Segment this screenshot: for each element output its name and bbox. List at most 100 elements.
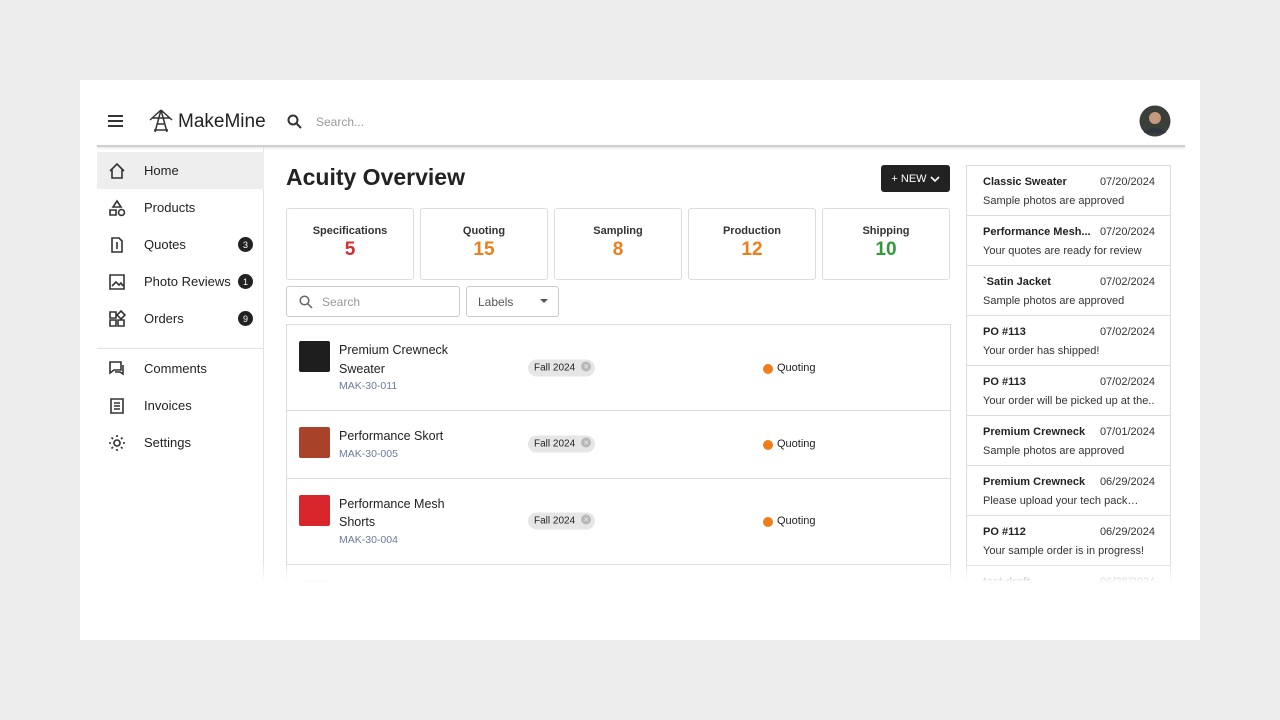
nav-badge: 9 — [238, 311, 253, 326]
notification-title: Premium Crewneck — [983, 476, 1086, 488]
avatar[interactable] — [1139, 105, 1171, 137]
product-status: Quoting — [763, 515, 816, 527]
notification[interactable]: PO #112 06/29/2024 Your sample order is in… — [967, 516, 1170, 566]
fade — [80, 562, 1200, 582]
stat-card[interactable]: Quoting 15 — [420, 208, 548, 280]
list-search-placeholder: Search — [322, 295, 361, 309]
nav-label: Products — [144, 200, 196, 215]
nav-badge: 3 — [238, 237, 253, 252]
new-button[interactable]: + NEW — [881, 165, 950, 192]
nav-label: Invoices — [144, 398, 192, 413]
page-title: Acuity Overview — [286, 164, 465, 190]
stat-value: 5 — [344, 239, 356, 260]
notification-message: Sample photos are approved — [983, 295, 1125, 307]
notification-date: 07/02/2024 — [1099, 376, 1155, 388]
notification-title: PO #113 — [983, 376, 1026, 388]
nav-divider — [97, 348, 264, 349]
product-row[interactable]: Premium Crewneck Sweater MAK-30-011 Fall 2… — [287, 325, 950, 411]
nav-item[interactable]: Photo Reviews 1 — [97, 263, 264, 300]
product-sku: MAK-30-011 — [339, 380, 398, 392]
product-row[interactable]: Performance Skort MAK-30-005 Fall 2024 Quot… — [287, 411, 950, 479]
nav-label: Orders — [144, 311, 184, 326]
nav-item[interactable]: Products — [97, 189, 264, 226]
product-row[interactable]: Performance Mesh Shorts MAK-30-004 Fall 20… — [287, 479, 950, 565]
notification-message: Your order has shipped! — [983, 345, 1100, 357]
notification-title: PO #112 — [983, 526, 1026, 538]
search-icon — [287, 114, 302, 129]
stat-card[interactable]: Specifications 5 — [286, 208, 414, 280]
stat-card[interactable]: Production 12 — [688, 208, 816, 280]
nav-item[interactable]: Settings — [97, 424, 264, 461]
nav-icon — [109, 434, 125, 451]
content: Home Products Quotes 3 Photo Reviews 1 Orders 9… — [80, 147, 1200, 582]
nav-icon — [109, 273, 125, 290]
product-tag: Fall 2024 — [528, 359, 596, 376]
nav-label: Settings — [144, 435, 191, 450]
notification[interactable]: `Satin Jacket 07/02/2024 Sample photos are… — [967, 266, 1170, 316]
product-image — [299, 341, 330, 372]
notification[interactable]: Premium Crewneck 07/01/2024 Sample photos … — [967, 416, 1170, 466]
notification-message: Your sample order is in progress! — [983, 545, 1145, 557]
notification-date: 06/29/2024 — [1099, 526, 1155, 538]
search-input[interactable]: Search... — [316, 115, 365, 129]
nav-icon — [109, 199, 126, 216]
notification-title: Performance Mesh... — [983, 226, 1091, 238]
nav-item[interactable]: Comments — [97, 350, 264, 387]
notification-date: 07/01/2024 — [1099, 426, 1155, 438]
stat-label: Sampling — [593, 225, 643, 237]
nav-item[interactable]: Home — [97, 152, 264, 189]
nav-item[interactable]: Invoices — [97, 387, 264, 424]
product-tag: Fall 2024 — [528, 512, 596, 530]
labels-filter[interactable]: Labels — [466, 286, 559, 317]
nav-item[interactable]: Orders 9 — [97, 300, 264, 337]
notification-title: Classic Sweater — [983, 176, 1067, 188]
notification[interactable]: Premium Crewneck 06/29/2024 Please upload … — [967, 466, 1170, 516]
stat-value: 10 — [875, 239, 897, 260]
stat-card[interactable]: Sampling 8 — [554, 208, 682, 280]
notification-date: 07/02/2024 — [1099, 326, 1155, 338]
nav-icon — [110, 397, 124, 414]
menu-icon[interactable] — [108, 114, 124, 128]
nav-label: Photo Reviews — [144, 274, 231, 289]
notification-title: `Satin Jacket — [983, 276, 1051, 288]
nav-icon — [109, 162, 125, 179]
stat-label: Quoting — [462, 225, 506, 237]
nav-icon — [111, 236, 123, 253]
notification[interactable]: Performance Mesh... 07/20/2024 Your quotes… — [967, 216, 1170, 266]
notification-message: Your order will be picked up at the.. — [983, 395, 1155, 407]
notification[interactable]: PO #113 07/02/2024 Your order has shipped! — [967, 316, 1170, 366]
notification-message: Sample photos are approved — [983, 195, 1125, 207]
notification-title: PO #113 — [983, 326, 1026, 338]
sidebar: Home Products Quotes 3 Photo Reviews 1 Orders 9… — [97, 147, 264, 582]
nav-icon — [109, 360, 124, 375]
product-image — [299, 427, 330, 458]
notification-message: Sample photos are approved — [983, 445, 1125, 457]
new-button-label: + NEW — [891, 172, 927, 185]
logo-text[interactable]: MakeMine — [178, 111, 266, 132]
header-divider — [97, 145, 1185, 147]
notification-date: 07/20/2024 — [1099, 226, 1155, 238]
stat-card[interactable]: Shipping 10 — [822, 208, 950, 280]
product-name: Performance Skort — [339, 429, 444, 443]
product-tag: Fall 2024 — [528, 435, 596, 453]
notification-message: Your quotes are ready for review — [983, 245, 1142, 257]
search-icon — [299, 295, 313, 309]
nav-icon — [109, 309, 126, 327]
product-image — [299, 494, 330, 526]
list-search[interactable]: Search — [286, 286, 460, 317]
app-card — [80, 80, 1200, 640]
product-list: Premium Crewneck Sweater MAK-30-011 Fall 2… — [286, 324, 951, 582]
notification[interactable]: Classic Sweater 07/20/2024 Sample photos a… — [967, 166, 1170, 216]
nav-badge: 1 — [238, 274, 253, 289]
notification[interactable]: PO #113 07/02/2024 Your order will be pick… — [967, 366, 1170, 416]
nav-item[interactable]: Quotes 3 — [97, 226, 264, 263]
notification-message: Please upload your tech pack… — [983, 495, 1139, 507]
stat-label: Specifications — [312, 225, 388, 237]
product-sku: MAK-30-004 — [339, 533, 398, 546]
stat-label: Production — [722, 225, 782, 237]
stat-value: 8 — [612, 239, 624, 260]
notification-date: 06/29/2024 — [1099, 476, 1155, 488]
notification-date: 07/20/2024 — [1099, 176, 1155, 188]
